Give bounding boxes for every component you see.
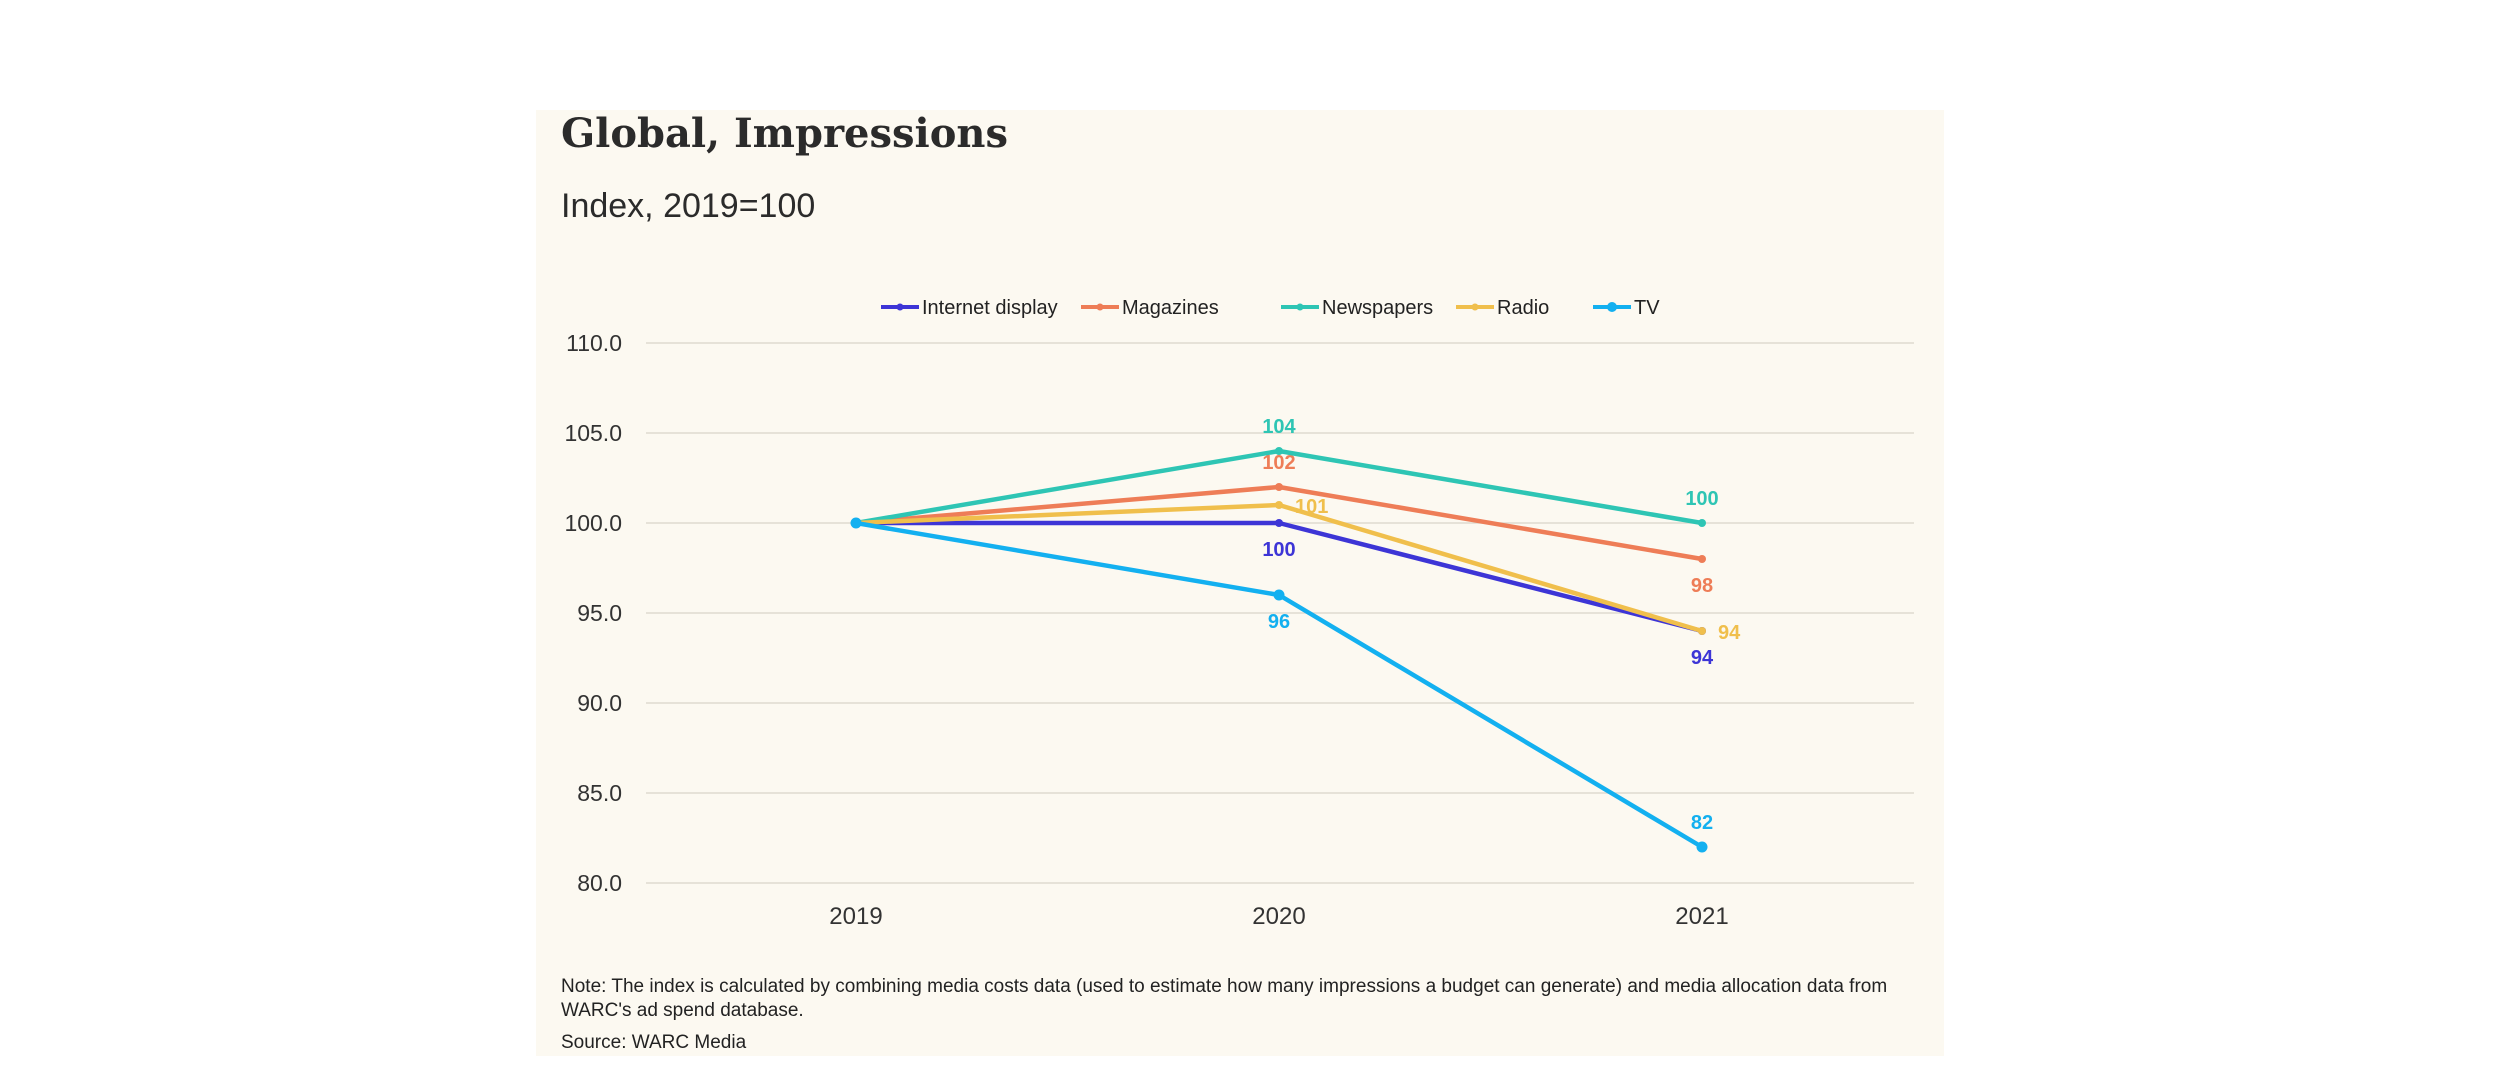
legend-swatch-marker <box>1096 303 1104 311</box>
y-tick-label: 110.0 <box>566 330 622 356</box>
y-tick-label: 100.0 <box>564 510 622 536</box>
legend-swatch-marker <box>1471 303 1479 311</box>
data-label: 102 <box>1262 452 1295 474</box>
legend-item: Newspapers <box>1281 297 1433 319</box>
data-point <box>1275 501 1283 509</box>
series-tv: 96 82 <box>850 517 1713 853</box>
data-point <box>1275 519 1283 527</box>
series-radio: 101 94 <box>852 496 1741 644</box>
legend-swatch-marker <box>1296 303 1304 311</box>
data-point <box>1273 589 1285 601</box>
data-label: 96 <box>1268 611 1290 633</box>
legend-label: Radio <box>1497 297 1549 319</box>
data-label: 94 <box>1718 622 1741 644</box>
legend-label: TV <box>1634 297 1660 319</box>
line-chart: Internet display Magazines Newspapers Radio… <box>564 297 1914 930</box>
series-line <box>855 520 1704 849</box>
data-point <box>1698 627 1706 635</box>
legend-swatch-marker <box>896 303 904 311</box>
chart-card: Global, Impressions Index, 2019=100 Inte… <box>536 110 1944 1056</box>
data-point <box>1275 483 1283 491</box>
x-tick-label: 2020 <box>1252 903 1305 930</box>
legend-item: Internet display <box>881 297 1058 319</box>
data-point <box>1696 841 1708 853</box>
data-point <box>1275 447 1283 455</box>
data-label: 82 <box>1691 812 1713 834</box>
data-label: 104 <box>1262 416 1296 438</box>
x-tick-label: 2021 <box>1675 903 1728 930</box>
x-tick-label: 2019 <box>829 903 882 930</box>
y-tick-label: 90.0 <box>577 690 622 716</box>
chart-subtitle: Index, 2019=100 <box>561 187 816 225</box>
legend-label: Internet display <box>922 297 1058 319</box>
data-label: 98 <box>1691 575 1713 597</box>
y-tick-label: 80.0 <box>577 870 622 896</box>
legend-swatch-marker <box>1607 302 1617 312</box>
y-tick-label: 95.0 <box>577 600 622 626</box>
y-axis: 110.0 105.0 100.0 95.0 90.0 85.0 80.0 <box>564 330 622 896</box>
legend-item: TV <box>1593 297 1660 319</box>
chart-note: Note: The index is calculated by combini… <box>561 976 1888 1021</box>
data-label: 101 <box>1295 496 1328 518</box>
legend-item: Magazines <box>1081 297 1219 319</box>
data-point <box>1698 555 1706 563</box>
legend-item: Radio <box>1456 297 1549 319</box>
x-axis: 2019 2020 2021 <box>829 903 1728 930</box>
data-label: 100 <box>1685 488 1718 510</box>
legend: Internet display Magazines Newspapers Radio… <box>881 297 1660 319</box>
y-tick-label: 105.0 <box>564 420 622 446</box>
chart-source: Source: WARC Media <box>561 1032 747 1053</box>
chart-title: Global, Impressions <box>561 110 1009 157</box>
data-label: 100 <box>1262 539 1295 561</box>
y-tick-label: 85.0 <box>577 780 622 806</box>
legend-label: Magazines <box>1122 297 1219 319</box>
legend-label: Newspapers <box>1322 297 1433 319</box>
data-point <box>1698 519 1706 527</box>
data-point <box>850 517 862 529</box>
data-label: 94 <box>1691 647 1714 669</box>
